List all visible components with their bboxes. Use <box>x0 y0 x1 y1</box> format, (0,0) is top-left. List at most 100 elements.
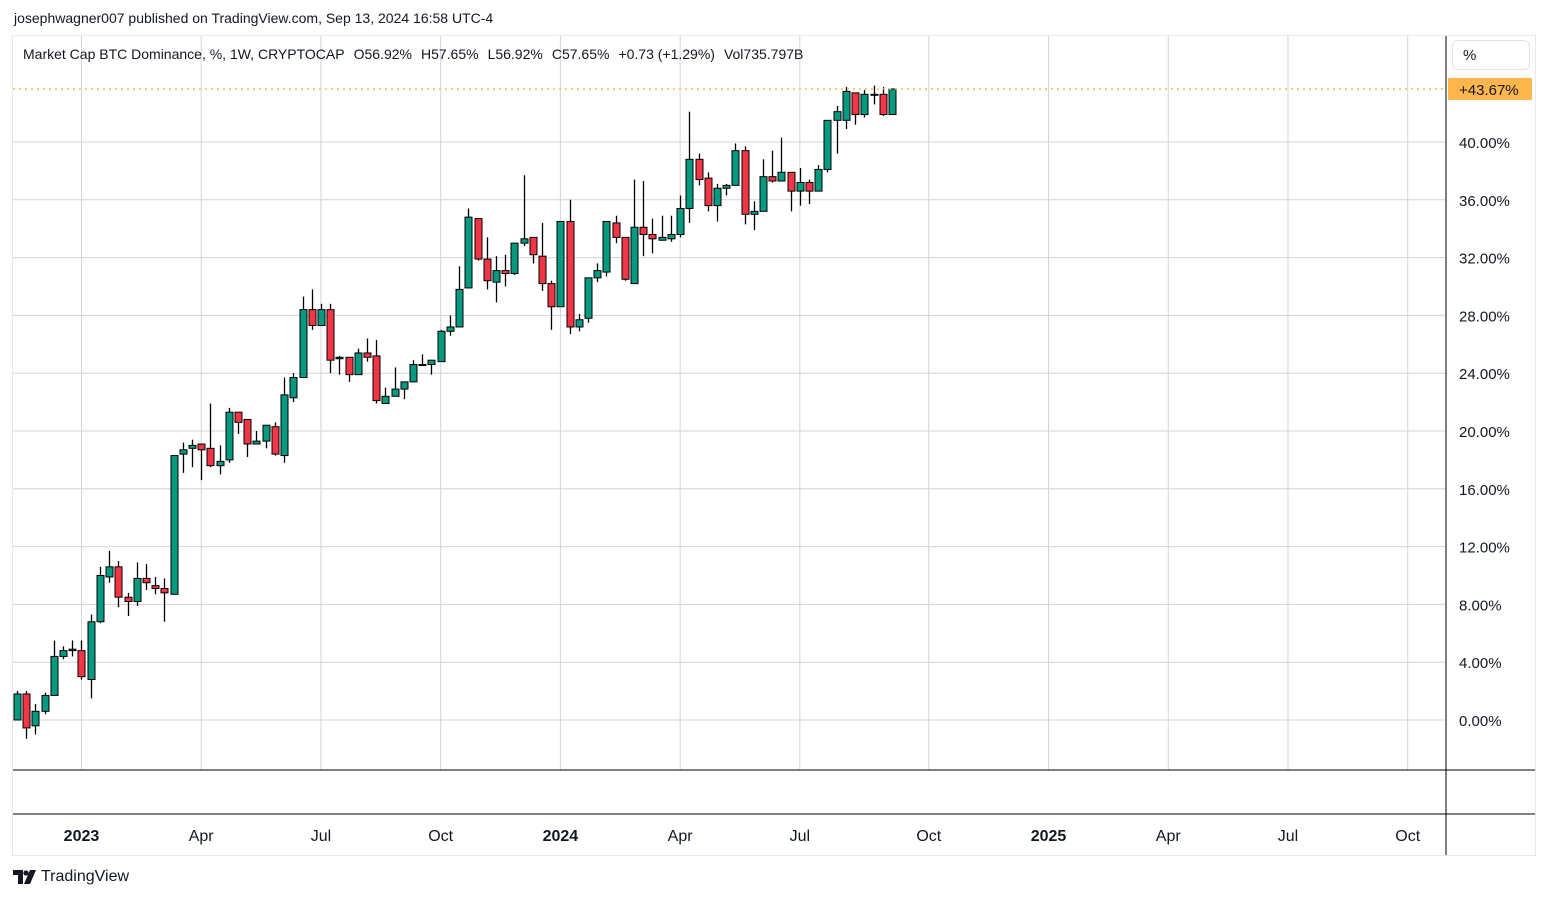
candle[interactable] <box>418 354 427 367</box>
candle[interactable] <box>124 592 133 616</box>
candle[interactable] <box>492 256 501 303</box>
candle[interactable] <box>59 646 68 660</box>
candle[interactable] <box>529 236 538 264</box>
candle[interactable] <box>41 692 50 715</box>
candle[interactable] <box>685 111 694 223</box>
candle[interactable] <box>400 381 409 400</box>
candle[interactable] <box>658 215 667 241</box>
candle[interactable] <box>713 183 722 222</box>
candle[interactable] <box>252 431 261 445</box>
candle[interactable] <box>602 220 611 277</box>
tradingview-logo[interactable]: TradingView <box>13 868 129 886</box>
candle[interactable] <box>648 218 657 254</box>
candle[interactable] <box>731 143 740 186</box>
candle[interactable] <box>510 242 519 275</box>
candle[interactable] <box>879 87 888 116</box>
candle[interactable] <box>105 550 114 583</box>
candle[interactable] <box>197 443 206 481</box>
candle[interactable] <box>216 445 225 475</box>
candle[interactable] <box>225 407 234 463</box>
candle[interactable] <box>335 355 344 375</box>
percent-scale-button[interactable]: % <box>1452 40 1530 70</box>
candle[interactable] <box>501 254 510 287</box>
candle[interactable] <box>234 411 243 434</box>
candle[interactable] <box>538 222 547 291</box>
candle[interactable] <box>68 640 77 657</box>
candle[interactable] <box>483 237 492 290</box>
candle[interactable] <box>777 137 786 182</box>
candle[interactable] <box>13 691 22 721</box>
candle[interactable] <box>630 179 639 285</box>
candle[interactable] <box>621 236 630 281</box>
candle[interactable] <box>179 442 188 473</box>
candle[interactable] <box>271 422 280 456</box>
candle[interactable] <box>77 640 86 680</box>
candle[interactable] <box>556 220 565 308</box>
candle[interactable] <box>345 356 354 382</box>
candle[interactable] <box>160 578 169 622</box>
candle[interactable] <box>317 303 326 327</box>
candle[interactable] <box>133 562 142 606</box>
candle[interactable] <box>704 172 713 212</box>
candle[interactable] <box>142 563 151 590</box>
candle[interactable] <box>759 159 768 212</box>
candle[interactable] <box>391 367 400 397</box>
candle[interactable] <box>888 88 897 116</box>
candle[interactable] <box>741 146 750 225</box>
candle[interactable] <box>768 150 777 183</box>
candle[interactable] <box>170 455 179 595</box>
candle[interactable] <box>289 373 298 403</box>
candle[interactable] <box>363 338 372 362</box>
candle[interactable] <box>96 566 105 624</box>
candle[interactable] <box>455 266 464 328</box>
candle[interactable] <box>520 175 529 247</box>
candle[interactable] <box>676 195 685 238</box>
candle[interactable] <box>87 614 96 699</box>
candle[interactable] <box>354 348 363 376</box>
candle[interactable] <box>299 296 308 379</box>
candle[interactable] <box>427 359 436 375</box>
candle[interactable] <box>308 289 317 330</box>
candle[interactable] <box>50 640 59 696</box>
candle[interactable] <box>851 92 860 125</box>
candle[interactable] <box>814 165 823 192</box>
candle[interactable] <box>612 215 621 244</box>
candle[interactable] <box>243 418 252 458</box>
candle[interactable] <box>31 704 40 735</box>
candle[interactable] <box>446 315 455 336</box>
candle[interactable] <box>464 208 473 289</box>
candle[interactable] <box>262 424 271 449</box>
candle[interactable] <box>114 561 123 608</box>
candle[interactable] <box>833 105 842 154</box>
candle[interactable] <box>639 181 648 257</box>
candle[interactable] <box>547 280 556 330</box>
candle[interactable] <box>870 85 879 105</box>
candle[interactable] <box>805 179 814 205</box>
candle[interactable] <box>372 339 381 404</box>
candle[interactable] <box>575 313 584 332</box>
candle[interactable] <box>842 87 851 129</box>
candle[interactable] <box>722 183 731 196</box>
candle[interactable] <box>22 691 31 739</box>
candle[interactable] <box>188 439 197 468</box>
candle[interactable] <box>750 201 759 231</box>
candle[interactable] <box>584 277 593 323</box>
candle[interactable] <box>206 403 215 468</box>
candle[interactable] <box>796 168 805 206</box>
candle[interactable] <box>667 215 676 242</box>
candle[interactable] <box>437 329 446 363</box>
time-axis-label: 2024 <box>543 828 579 845</box>
candle[interactable] <box>381 387 390 405</box>
candle[interactable] <box>151 576 160 595</box>
candle[interactable] <box>823 119 832 173</box>
candle[interactable] <box>787 171 796 212</box>
candle[interactable] <box>695 153 704 186</box>
candle[interactable] <box>409 360 418 383</box>
candle[interactable] <box>593 263 602 283</box>
candle[interactable] <box>566 199 575 335</box>
candle[interactable] <box>326 303 335 374</box>
candle[interactable] <box>860 89 869 118</box>
candle[interactable] <box>474 218 483 261</box>
candle[interactable] <box>280 377 289 463</box>
